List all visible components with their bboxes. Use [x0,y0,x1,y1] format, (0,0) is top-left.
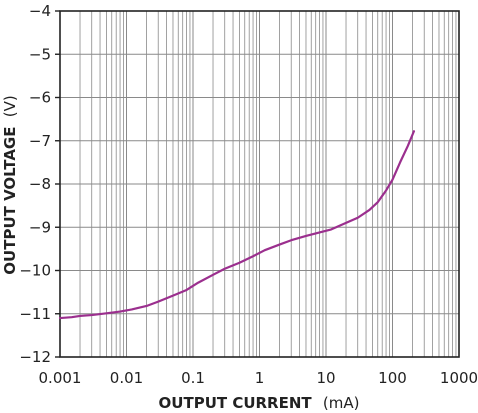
x-tick-label: 1 [255,369,265,387]
x-tick-label: 100 [378,369,407,387]
y-tick-label: −11 [19,305,51,323]
y-axis-title: OUTPUT VOLTAGE [1,127,19,275]
x-tick-label: 1000 [440,369,478,387]
series-line-1 [58,130,416,320]
x-tick-label: 0.01 [110,369,143,387]
y-tick-label: −10 [19,262,51,280]
y-tick-label: −12 [19,348,51,366]
y-axis-unit: (V) [1,95,19,117]
y-tick-labels: −4 −5 −6 −7 −8 −9 −10 −11 −12 [19,2,51,366]
x-axis-title: OUTPUT CURRENT [159,394,313,412]
x-tick-label: 0.1 [181,369,205,387]
plot-frame [55,10,460,358]
y-tick-label: −6 [29,89,51,107]
y-tick-label: −9 [29,218,51,236]
y-tick-label: −8 [29,175,51,193]
x-axis-unit: (mA) [323,394,360,412]
grid [60,11,459,357]
y-axis-label: OUTPUT VOLTAGE (V) [1,95,19,274]
y-tick-label: −7 [29,132,51,150]
y-tick-label: −4 [29,2,51,20]
x-axis-label: OUTPUT CURRENT (mA) [159,394,360,412]
y-tick-label: −5 [29,45,51,63]
series-layer [58,130,416,320]
x-tick-label: 10 [316,369,335,387]
x-tick-label: 0.001 [39,369,82,387]
x-tick-labels: 0.001 0.01 0.1 1 10 100 1000 [39,369,478,387]
